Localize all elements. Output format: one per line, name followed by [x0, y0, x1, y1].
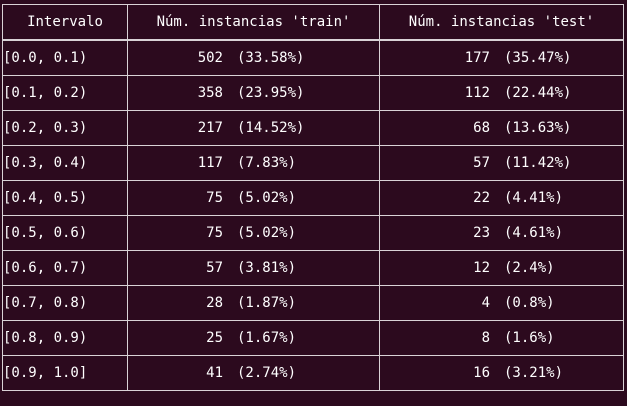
table-row: [0.5, 0.6) 75 (5.02%) 23 (4.61%)	[2, 216, 624, 251]
test-percentage: (35.47%)	[504, 50, 572, 66]
test-count-value: 8	[481, 330, 490, 346]
table-row: [0.3, 0.4) 117 (7.83%) 57 (11.42%)	[2, 146, 624, 181]
test-count-value: 57	[473, 155, 490, 171]
test-count-value: 16	[473, 365, 490, 381]
test-count-value: 12	[473, 260, 490, 276]
train-count-value: 502	[197, 50, 223, 66]
table-row: [0.2, 0.3) 217 (14.52%) 68 (13.63%)	[2, 111, 624, 146]
cell-train-count: 217 (14.52%)	[128, 111, 380, 146]
test-percentage: (13.63%)	[504, 120, 572, 136]
cell-interval: [0.5, 0.6)	[2, 216, 128, 251]
header-interval: Intervalo	[2, 4, 128, 41]
train-count-value: 25	[206, 330, 223, 346]
cell-test-count: 68 (13.63%)	[380, 111, 624, 146]
cell-test-count: 22 (4.41%)	[380, 181, 624, 216]
train-percentage: (33.58%)	[237, 50, 305, 66]
cell-train-count: 358 (23.95%)	[128, 76, 380, 111]
cell-test-count: 8 (1.6%)	[380, 321, 624, 356]
test-percentage: (22.44%)	[504, 85, 572, 101]
cell-interval: [0.0, 0.1)	[2, 41, 128, 76]
cell-train-count: 25 (1.67%)	[128, 321, 380, 356]
cell-train-count: 41 (2.74%)	[128, 356, 380, 391]
train-count-value: 75	[206, 190, 223, 206]
table-row: [0.4, 0.5) 75 (5.02%) 22 (4.41%)	[2, 181, 624, 216]
test-percentage: (4.41%)	[504, 190, 564, 206]
table-header-row: Intervalo Núm. instancias 'train' Núm. i…	[2, 4, 624, 41]
cell-test-count: 177 (35.47%)	[380, 41, 624, 76]
cell-train-count: 75 (5.02%)	[128, 181, 380, 216]
test-percentage: (2.4%)	[504, 260, 555, 276]
test-count-value: 112	[464, 85, 490, 101]
test-count-value: 22	[473, 190, 490, 206]
cell-interval: [0.6, 0.7)	[2, 251, 128, 286]
train-percentage: (3.81%)	[237, 260, 297, 276]
test-count-value: 4	[481, 295, 490, 311]
train-percentage: (7.83%)	[237, 155, 297, 171]
train-count-value: 28	[206, 295, 223, 311]
results-table: Intervalo Núm. instancias 'train' Núm. i…	[2, 4, 624, 391]
cell-train-count: 117 (7.83%)	[128, 146, 380, 181]
cell-train-count: 28 (1.87%)	[128, 286, 380, 321]
table-row: [0.0, 0.1) 502 (33.58%) 177 (35.47%)	[2, 41, 624, 76]
test-count-value: 23	[473, 225, 490, 241]
train-percentage: (23.95%)	[237, 85, 305, 101]
train-percentage: (1.87%)	[237, 295, 297, 311]
cell-interval: [0.2, 0.3)	[2, 111, 128, 146]
cell-train-count: 75 (5.02%)	[128, 216, 380, 251]
table-row: [0.6, 0.7) 57 (3.81%) 12 (2.4%)	[2, 251, 624, 286]
cell-train-count: 57 (3.81%)	[128, 251, 380, 286]
cell-test-count: 4 (0.8%)	[380, 286, 624, 321]
train-count-value: 217	[197, 120, 223, 136]
test-percentage: (1.6%)	[504, 330, 555, 346]
table-row: [0.1, 0.2) 358 (23.95%) 112 (22.44%)	[2, 76, 624, 111]
test-percentage: (3.21%)	[504, 365, 564, 381]
test-percentage: (0.8%)	[504, 295, 555, 311]
cell-test-count: 57 (11.42%)	[380, 146, 624, 181]
cell-interval: [0.3, 0.4)	[2, 146, 128, 181]
cell-interval: [0.1, 0.2)	[2, 76, 128, 111]
header-test-count: Núm. instancias 'test'	[380, 4, 624, 41]
cell-test-count: 23 (4.61%)	[380, 216, 624, 251]
table-row: [0.8, 0.9) 25 (1.67%) 8 (1.6%)	[2, 321, 624, 356]
cell-interval: [0.9, 1.0]	[2, 356, 128, 391]
cell-interval: [0.8, 0.9)	[2, 321, 128, 356]
test-percentage: (4.61%)	[504, 225, 564, 241]
table-row: [0.7, 0.8) 28 (1.87%) 4 (0.8%)	[2, 286, 624, 321]
cell-train-count: 502 (33.58%)	[128, 41, 380, 76]
test-count-value: 68	[473, 120, 490, 136]
cell-test-count: 12 (2.4%)	[380, 251, 624, 286]
train-percentage: (1.67%)	[237, 330, 297, 346]
train-count-value: 117	[197, 155, 223, 171]
train-count-value: 358	[197, 85, 223, 101]
train-count-value: 75	[206, 225, 223, 241]
table-body: [0.0, 0.1) 502 (33.58%) 177 (35.47%) [0.1, 0.…	[2, 41, 624, 391]
train-percentage: (5.02%)	[237, 190, 297, 206]
test-percentage: (11.42%)	[504, 155, 572, 171]
train-count-value: 57	[206, 260, 223, 276]
cell-test-count: 112 (22.44%)	[380, 76, 624, 111]
train-count-value: 41	[206, 365, 223, 381]
train-percentage: (5.02%)	[237, 225, 297, 241]
table-row: [0.9, 1.0] 41 (2.74%) 16 (3.21%)	[2, 356, 624, 391]
train-percentage: (2.74%)	[237, 365, 297, 381]
test-count-value: 177	[464, 50, 490, 66]
cell-interval: [0.4, 0.5)	[2, 181, 128, 216]
train-percentage: (14.52%)	[237, 120, 305, 136]
cell-interval: [0.7, 0.8)	[2, 286, 128, 321]
cell-test-count: 16 (3.21%)	[380, 356, 624, 391]
header-train-count: Núm. instancias 'train'	[128, 4, 380, 41]
